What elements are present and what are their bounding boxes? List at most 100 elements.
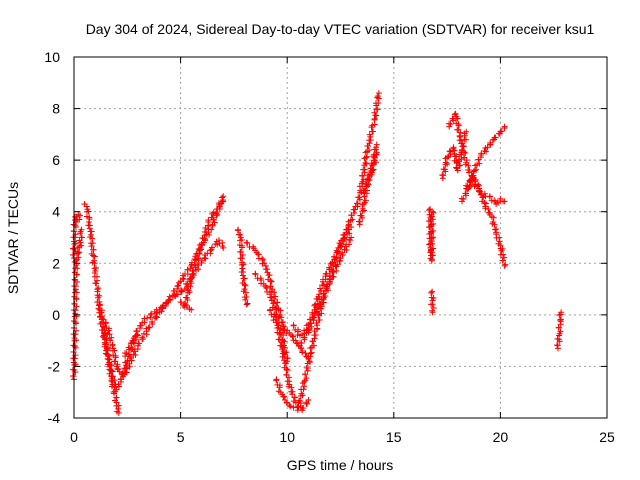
data-point bbox=[76, 216, 83, 223]
marker-interp bbox=[463, 182, 470, 189]
marker-interp bbox=[462, 190, 469, 197]
marker-interp bbox=[366, 137, 373, 144]
marker-interp bbox=[315, 293, 322, 300]
marker-interp bbox=[476, 188, 483, 195]
marker-interp bbox=[132, 352, 139, 359]
marker-interp bbox=[283, 399, 290, 406]
marker-interp bbox=[272, 305, 279, 312]
x-tick-label: 20 bbox=[493, 429, 509, 445]
marker-interp bbox=[184, 266, 191, 273]
data-point bbox=[305, 327, 312, 334]
marker-interp bbox=[89, 235, 96, 242]
marker-interp bbox=[92, 264, 99, 271]
marker-interp bbox=[330, 268, 337, 275]
marker-interp bbox=[323, 285, 330, 292]
marker-interp bbox=[336, 258, 343, 265]
marker-interp bbox=[370, 166, 377, 173]
marker-interp bbox=[466, 177, 473, 184]
marker-interp bbox=[308, 323, 315, 330]
marker-interp bbox=[291, 394, 298, 401]
marker-interp bbox=[183, 294, 190, 301]
data-point bbox=[429, 309, 436, 316]
series-arc-h bbox=[177, 298, 195, 313]
marker-interp bbox=[211, 219, 218, 226]
marker-interp bbox=[372, 112, 379, 119]
marker-interp bbox=[498, 247, 505, 254]
ticks bbox=[73, 56, 608, 419]
data-point bbox=[501, 198, 508, 205]
data-point bbox=[156, 306, 163, 313]
marker-interp bbox=[136, 340, 143, 347]
marker-interp bbox=[481, 199, 488, 206]
marker-interp bbox=[362, 180, 369, 187]
marker-interp bbox=[234, 227, 241, 234]
marker-interp bbox=[347, 237, 354, 244]
data-point bbox=[348, 224, 355, 231]
marker-interp bbox=[303, 364, 310, 371]
marker-interp bbox=[456, 137, 463, 144]
data-point bbox=[375, 90, 382, 97]
marker-interp bbox=[69, 366, 76, 373]
marker-interp bbox=[205, 217, 212, 224]
data-point bbox=[113, 386, 120, 393]
marker-interp bbox=[472, 181, 479, 188]
marker-interp bbox=[239, 272, 246, 279]
series-arc-f bbox=[122, 237, 227, 360]
data-point bbox=[463, 128, 470, 135]
data-point bbox=[307, 350, 314, 357]
marker-interp bbox=[238, 244, 245, 251]
series-arc-y bbox=[458, 123, 508, 205]
marker-interp bbox=[428, 289, 435, 296]
marker-interp bbox=[317, 285, 324, 292]
data-point bbox=[444, 154, 451, 161]
marker-interp bbox=[459, 143, 466, 150]
y-tick-label: 10 bbox=[44, 49, 60, 65]
series-arc-l bbox=[266, 306, 312, 414]
marker-interp bbox=[209, 214, 216, 221]
data-point bbox=[220, 193, 227, 200]
data-point bbox=[188, 262, 195, 269]
marker-interp bbox=[216, 201, 223, 208]
marker-interp bbox=[76, 249, 83, 256]
marker-interp bbox=[317, 300, 324, 307]
marker-interp bbox=[452, 153, 459, 160]
marker-interp bbox=[462, 150, 469, 157]
marker-interp bbox=[265, 272, 272, 279]
data-point bbox=[497, 128, 504, 135]
marker-interp bbox=[462, 136, 469, 143]
data-point bbox=[371, 115, 378, 122]
marker-interp bbox=[278, 314, 285, 321]
marker-interp bbox=[106, 331, 113, 338]
marker-interp bbox=[337, 240, 344, 247]
marker-interp bbox=[191, 261, 198, 268]
marker-interp bbox=[320, 290, 327, 297]
x-tick-label: 15 bbox=[386, 429, 402, 445]
marker-interp bbox=[270, 293, 277, 300]
x-axis-label: GPS time / hours bbox=[287, 457, 394, 473]
marker-interp bbox=[323, 270, 330, 277]
marker-interp bbox=[240, 275, 247, 282]
data-point bbox=[75, 249, 82, 256]
marker-interp bbox=[336, 240, 343, 247]
marker-interp bbox=[127, 355, 134, 362]
marker-interp bbox=[175, 282, 182, 289]
marker-interp bbox=[555, 324, 562, 331]
data-point bbox=[497, 195, 504, 202]
data-point bbox=[558, 309, 565, 316]
marker-interp bbox=[301, 334, 308, 341]
marker-interp bbox=[285, 383, 292, 390]
marker-interp bbox=[313, 319, 320, 326]
marker-interp bbox=[368, 171, 375, 178]
marker-interp bbox=[71, 335, 78, 342]
marker-interp bbox=[166, 293, 173, 300]
marker-interp bbox=[361, 187, 368, 194]
x-tick-label: 10 bbox=[279, 429, 295, 445]
marker-interp bbox=[238, 262, 245, 269]
marker-interp bbox=[440, 172, 447, 179]
marker-interp bbox=[372, 159, 379, 166]
marker-interp bbox=[373, 144, 380, 151]
marker-interp bbox=[315, 304, 322, 311]
marker-interp bbox=[90, 246, 97, 253]
marker-interp bbox=[471, 176, 478, 183]
data-point bbox=[188, 306, 195, 313]
